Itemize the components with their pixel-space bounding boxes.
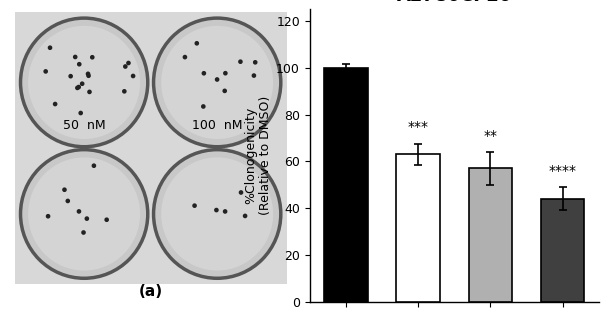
Circle shape — [65, 199, 70, 203]
Circle shape — [253, 60, 258, 65]
Text: 100  nM: 100 nM — [192, 119, 243, 132]
Circle shape — [68, 74, 73, 79]
Circle shape — [215, 77, 220, 82]
Circle shape — [86, 72, 90, 76]
Circle shape — [77, 209, 81, 214]
Circle shape — [238, 59, 243, 64]
Circle shape — [122, 89, 126, 94]
Bar — [148, 12, 287, 153]
Circle shape — [28, 26, 140, 139]
Text: ***: *** — [408, 120, 429, 134]
Circle shape — [53, 102, 57, 106]
Circle shape — [21, 150, 148, 278]
Circle shape — [44, 69, 48, 74]
Text: **: ** — [483, 129, 497, 143]
Y-axis label: %Clonogenicity
(Relative to DMSO): %Clonogenicity (Relative to DMSO) — [244, 96, 272, 215]
Circle shape — [223, 209, 227, 214]
Circle shape — [201, 104, 206, 109]
Circle shape — [131, 74, 136, 78]
Circle shape — [126, 61, 131, 65]
Bar — [148, 144, 287, 284]
Circle shape — [21, 18, 148, 147]
Circle shape — [28, 157, 140, 271]
Circle shape — [223, 71, 227, 76]
Text: DMSO: DMSO — [65, 0, 103, 1]
Bar — [469, 168, 512, 302]
Circle shape — [90, 55, 94, 60]
Text: 50  nM: 50 nM — [63, 119, 105, 132]
Circle shape — [123, 64, 128, 69]
Circle shape — [77, 62, 82, 67]
Text: (a): (a) — [139, 284, 163, 299]
Text: ****: **** — [549, 164, 577, 178]
Circle shape — [79, 111, 83, 115]
Circle shape — [48, 45, 52, 50]
Circle shape — [223, 89, 227, 93]
Circle shape — [85, 216, 89, 221]
Circle shape — [214, 208, 219, 212]
Circle shape — [62, 188, 67, 192]
Circle shape — [87, 73, 91, 78]
Circle shape — [73, 55, 77, 59]
Text: 25  nM: 25 nM — [196, 0, 238, 1]
Circle shape — [161, 157, 273, 271]
Bar — [15, 144, 154, 284]
Circle shape — [75, 86, 80, 90]
Circle shape — [46, 214, 50, 219]
Circle shape — [80, 81, 85, 86]
Circle shape — [76, 85, 81, 89]
Circle shape — [154, 18, 281, 147]
Circle shape — [183, 55, 187, 59]
Circle shape — [154, 150, 281, 278]
Circle shape — [201, 71, 206, 76]
Circle shape — [239, 190, 243, 195]
Circle shape — [194, 41, 199, 46]
Circle shape — [87, 90, 92, 94]
Circle shape — [161, 26, 273, 139]
Bar — [541, 199, 584, 302]
Title: A2780CP20: A2780CP20 — [397, 0, 512, 5]
Bar — [324, 68, 368, 302]
Circle shape — [192, 203, 197, 208]
Bar — [15, 12, 154, 153]
Circle shape — [81, 230, 86, 235]
Bar — [396, 154, 440, 302]
Circle shape — [104, 217, 109, 222]
Circle shape — [243, 214, 247, 218]
Circle shape — [252, 73, 257, 78]
Circle shape — [91, 163, 96, 168]
